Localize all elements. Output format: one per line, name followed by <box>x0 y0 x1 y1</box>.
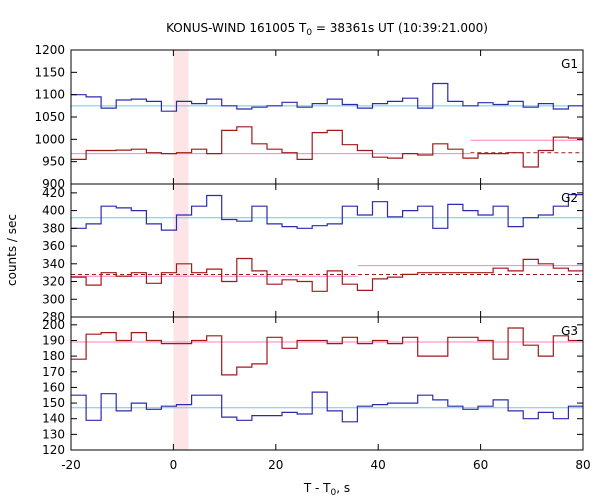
x-axis-label: T - T0, s <box>303 481 350 498</box>
panel-g2-ytick-label: 400 <box>42 204 65 218</box>
xtick-label: 60 <box>473 458 488 472</box>
xtick-label: 80 <box>575 458 590 472</box>
title-main: KONUS-WIND 161005 T <box>166 21 307 35</box>
panel-g3-ytick-label: 120 <box>42 443 65 457</box>
panel-g2-ytick-label: 300 <box>42 292 65 306</box>
title-rest: = 38361s UT (10:39:21.000) <box>312 21 488 35</box>
panel-g3-ytick-label: 130 <box>42 427 65 441</box>
panel-g3-frame <box>70 316 584 451</box>
panel-g3-ytick-label: 200 <box>42 318 65 332</box>
panel-g2-series-red <box>71 257 583 292</box>
panel-g1-ytick-label: 1200 <box>34 43 65 57</box>
panel-g2-frame <box>70 183 584 318</box>
panel-g1-frame <box>70 49 584 185</box>
x-label-rest: , s <box>336 481 350 495</box>
x-label-main: T - T <box>303 481 331 495</box>
panel-g3-ytick-label: 140 <box>42 412 65 426</box>
panel-g1-ytick-label: 1000 <box>34 132 65 146</box>
panel-g1-ytick-label: 950 <box>42 155 65 169</box>
panel-g3-ytick-label: 160 <box>42 380 65 394</box>
panel-g2-ytick-label: 360 <box>42 239 65 253</box>
panel-g1-ytick-label: 1050 <box>34 110 65 124</box>
xtick-label: 40 <box>371 458 386 472</box>
panel-g2-ytick-label: 380 <box>42 221 65 235</box>
panel-g2-label: G2 <box>561 191 578 205</box>
panel-g1-ytick-label: 900 <box>42 177 65 191</box>
panel-g1-label: G1 <box>561 57 578 71</box>
panel-g2-ytick-label: 420 <box>42 186 65 200</box>
panel-g1-series-blue <box>71 82 583 112</box>
panel-g2-ytick-label: 340 <box>42 257 65 271</box>
panel-g3-series-red <box>71 327 583 376</box>
panel-g2-series-blue <box>71 194 583 231</box>
y-axis-label: counts / sec <box>5 214 19 286</box>
panel-g3-label: G3 <box>561 324 578 338</box>
panel-g3-ytick-label: 180 <box>42 349 65 363</box>
trigger-highlight-band <box>173 50 189 450</box>
panel-g1-ytick-label: 1100 <box>34 88 65 102</box>
panel-g1-series-red <box>71 126 583 168</box>
xtick-label: 20 <box>268 458 283 472</box>
xtick-label: 0 <box>170 458 178 472</box>
panel-g2-ytick-label: 280 <box>42 310 65 324</box>
plot-area: 90095010001050110011501200G1280300320340… <box>34 43 590 472</box>
panel-g2-ytick-label: 320 <box>42 275 65 289</box>
panel-g3-ytick-label: 190 <box>42 333 65 347</box>
x-label-subscript: 0 <box>331 488 337 498</box>
xtick-label: -20 <box>61 458 81 472</box>
chart-title: KONUS-WIND 161005 T0 = 38361s UT (10:39:… <box>166 21 488 38</box>
panel-g3-series-blue <box>71 391 583 423</box>
title-subscript: 0 <box>306 28 312 38</box>
panel-g3-ytick-label: 150 <box>42 396 65 410</box>
panel-g1-ytick-label: 1150 <box>34 65 65 79</box>
panel-g3-ytick-label: 170 <box>42 365 65 379</box>
